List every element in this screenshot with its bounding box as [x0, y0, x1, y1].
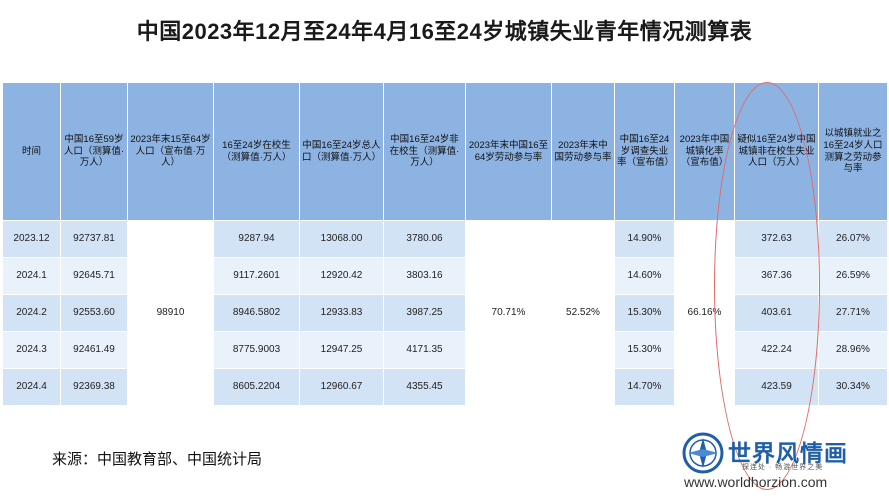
header-cell: 2023年末中国劳动参与率: [551, 82, 615, 221]
cell-students: 8775.9003: [213, 331, 300, 369]
table-row: 2024.4 92369.38 8605.2204 12960.67 4355.…: [2, 368, 888, 406]
cell-unemployed: 403.61: [734, 294, 819, 332]
brand-slogan: 探连处 · 畅游世界之美: [742, 464, 824, 471]
cell-total-16-24: 13068.00: [299, 220, 384, 258]
globe-compass-icon: [682, 432, 724, 474]
cell-time: 2023.12: [2, 220, 61, 258]
cell-unemployed: 423.59: [734, 368, 819, 406]
cell-time: 2024.2: [2, 294, 61, 332]
cell-labor-participation-total: 52.52%: [551, 220, 615, 406]
header-cell: 中国16至24岁总人口（测算值·万人）: [299, 82, 384, 221]
cell-students: 8605.2204: [213, 368, 300, 406]
cell-total-16-24: 12960.67: [299, 368, 384, 406]
header-cell: 2023年末15至64岁人口（宣布值·万人）: [127, 82, 214, 221]
cell-pop-16-59: 92461.49: [60, 331, 128, 369]
cell-time: 2024.3: [2, 331, 61, 369]
cell-non-students: 3780.06: [383, 220, 466, 258]
cell-participation-estimate: 28.96%: [818, 331, 888, 369]
cell-pop-15-64: 98910: [127, 220, 214, 406]
header-cell: 16至24岁在校生（测算值·万人）: [213, 82, 300, 221]
header-cell: 以城镇就业之16至24岁人口测算之劳动参与率: [818, 82, 888, 221]
cell-urbanization-rate: 66.16%: [674, 220, 735, 406]
brand-url: www.worldhorzion.com: [684, 474, 828, 490]
table-row: 2024.3 92461.49 8775.9003 12947.25 4171.…: [2, 331, 888, 369]
cell-unemployment-rate: 15.30%: [614, 331, 675, 369]
cell-total-16-24: 12933.83: [299, 294, 384, 332]
cell-students: 9117.2601: [213, 257, 300, 295]
cell-unemployed: 367.36: [734, 257, 819, 295]
cell-participation-estimate: 27.71%: [818, 294, 888, 332]
cell-time: 2024.1: [2, 257, 61, 295]
cell-pop-16-59: 92737.81: [60, 220, 128, 258]
cell-unemployment-rate: 15.30%: [614, 294, 675, 332]
cell-non-students: 4171.35: [383, 331, 466, 369]
header-cell: 疑似16至24岁中国城镇非在校生失业人口（万人）: [734, 82, 819, 221]
cell-pop-16-59: 92553.60: [60, 294, 128, 332]
cell-non-students: 4355.45: [383, 368, 466, 406]
brand-logo: 世界风情画 探连处 · 畅游世界之美 www.worldhorzion.com: [682, 428, 882, 496]
cell-students: 9287.94: [213, 220, 300, 258]
cell-total-16-24: 12947.25: [299, 331, 384, 369]
header-cell: 中国16至24岁调查失业率（宣布值）: [614, 82, 675, 221]
data-table: 时间 中国16至59岁人口（测算值·万人） 2023年末15至64岁人口（宣布值…: [2, 82, 888, 406]
cell-students: 8946.5802: [213, 294, 300, 332]
cell-time: 2024.4: [2, 368, 61, 406]
header-cell: 时间: [2, 82, 61, 221]
header-row: 时间 中国16至59岁人口（测算值·万人） 2023年末15至64岁人口（宣布值…: [2, 82, 888, 221]
cell-participation-estimate: 30.34%: [818, 368, 888, 406]
header-cell: 中国16至24岁非在校生（测算值·万人）: [383, 82, 466, 221]
brand-name: 世界风情画: [728, 440, 848, 466]
header-cell: 中国16至59岁人口（测算值·万人）: [60, 82, 128, 221]
cell-unemployed: 372.63: [734, 220, 819, 258]
cell-unemployment-rate: 14.70%: [614, 368, 675, 406]
cell-participation-estimate: 26.07%: [818, 220, 888, 258]
source-note: 来源：中国教育部、中国统计局: [52, 451, 263, 468]
table-row: 2023.12 92737.81 98910 9287.94 13068.00 …: [2, 220, 888, 406]
cell-pop-16-59: 92645.71: [60, 257, 128, 295]
table-row: 2024.1 92645.71 9117.2601 12920.42 3803.…: [2, 257, 888, 295]
cell-labor-participation-16-64: 70.71%: [465, 220, 552, 406]
header-cell: 2023年末中国16至64岁劳动参与率: [465, 82, 552, 221]
cell-unemployment-rate: 14.60%: [614, 257, 675, 295]
cell-non-students: 3987.25: [383, 294, 466, 332]
header-cell: 2023年中国城镇化率（宣布值）: [674, 82, 735, 221]
page-title: 中国2023年12月至24年4月16至24岁城镇失业青年情况测算表: [136, 19, 753, 44]
cell-pop-16-59: 92369.38: [60, 368, 128, 406]
cell-unemployment-rate: 14.90%: [614, 220, 675, 258]
cell-total-16-24: 12920.42: [299, 257, 384, 295]
cell-non-students: 3803.16: [383, 257, 466, 295]
cell-participation-estimate: 26.59%: [818, 257, 888, 295]
cell-unemployed: 422.24: [734, 331, 819, 369]
